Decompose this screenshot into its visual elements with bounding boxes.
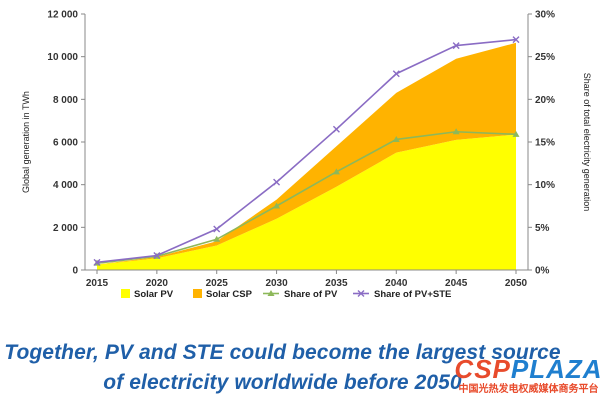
x-tick-label: 2035 [325, 278, 348, 289]
y2-tick-label: 15% [535, 138, 555, 149]
y2-tick-label: 0% [535, 266, 550, 277]
marker-share-of-pv-ste [153, 251, 161, 259]
y-tick-label: 0 [72, 266, 78, 277]
marker-share-of-pv-ste [392, 70, 400, 78]
axes: 0 2 000 4 000 6 000 8 000 10 000 12 000 0% 5% 10%… [21, 10, 592, 290]
marker-share-of-pv [332, 168, 340, 175]
caption-line-2: of electricity worldwide before 2050 [103, 371, 462, 394]
y-tick-label: 6 000 [53, 138, 78, 149]
watermark-subtitle: 中国光热发电权威媒体商务平台 [458, 384, 599, 395]
caption-line-1: Together, PV and STE could become the la… [4, 341, 561, 364]
legend-label-share-of-pv-ste: Share of PV+STE [374, 289, 451, 300]
line-share-of-pv-ste [96, 38, 517, 264]
y2-axis-title: Share of total electricity generation [582, 73, 592, 212]
marker-share-of-pv-ste [332, 125, 340, 133]
y2-tick-label: 25% [535, 52, 555, 63]
legend-label-share-of-pv: Share of PV [284, 289, 338, 300]
legend-label-solar-csp: Solar CSP [206, 289, 253, 300]
x-tick-label: 2015 [86, 278, 109, 289]
watermark: CSPPLAZA 中国光热发电权威媒体商务平台 [450, 355, 607, 397]
legend-marker-share-of-pv [267, 290, 275, 296]
logo-plaza-text: PLAZA [510, 354, 603, 384]
marker-share-of-pv [213, 235, 221, 242]
y2-tick-label: 20% [535, 95, 555, 106]
x-tick-label: 2025 [206, 278, 229, 289]
marker-share-of-pv-ste [213, 225, 221, 233]
x-tick-label: 2020 [146, 278, 169, 289]
y2-tick-label: 5% [535, 223, 550, 234]
marker-share-of-pv [392, 135, 400, 142]
legend-label-solar-pv: Solar PV [134, 289, 174, 300]
csp-plaza-logo: CSPPLAZA [450, 355, 607, 383]
chart: 0 2 000 4 000 6 000 8 000 10 000 12 000 0% 5% 10%… [21, 10, 592, 301]
y-axis-title: Global generation in TWh [21, 91, 31, 193]
legend-marker-share-of-pv-ste [357, 290, 365, 297]
marker-share-of-pv [452, 128, 460, 135]
logo-csp-text: CSP [454, 354, 511, 384]
plot-area [93, 36, 520, 270]
marker-share-of-pv [512, 130, 520, 137]
y-tick-label: 10 000 [47, 52, 78, 63]
marker-share-of-pv [273, 202, 281, 209]
area-solar-pv [97, 134, 516, 270]
marker-share-of-pv-ste [452, 42, 460, 50]
y-tick-label: 2 000 [53, 223, 78, 234]
line-share-of-pv [96, 130, 517, 264]
legend-swatch-solar-csp [193, 289, 202, 298]
y2-tick-label: 10% [535, 180, 555, 191]
y-tick-label: 4 000 [53, 180, 78, 191]
x-tick-label: 2045 [445, 278, 468, 289]
marker-share-of-pv-ste [512, 36, 520, 44]
x-tick-label: 2030 [265, 278, 288, 289]
area-solar-csp [97, 42, 516, 265]
x-tick-label: 2040 [385, 278, 408, 289]
y-tick-label: 12 000 [47, 10, 78, 21]
marker-share-of-pv-ste [273, 178, 281, 186]
legend-swatch-solar-pv [121, 289, 130, 298]
x-tick-label: 2050 [505, 278, 528, 289]
marker-share-of-pv-ste [93, 258, 101, 266]
legend: Solar PV Solar CSP Share of PV Share of PV+… [121, 289, 451, 300]
y-tick-label: 8 000 [53, 95, 78, 106]
y2-tick-label: 30% [535, 10, 555, 21]
